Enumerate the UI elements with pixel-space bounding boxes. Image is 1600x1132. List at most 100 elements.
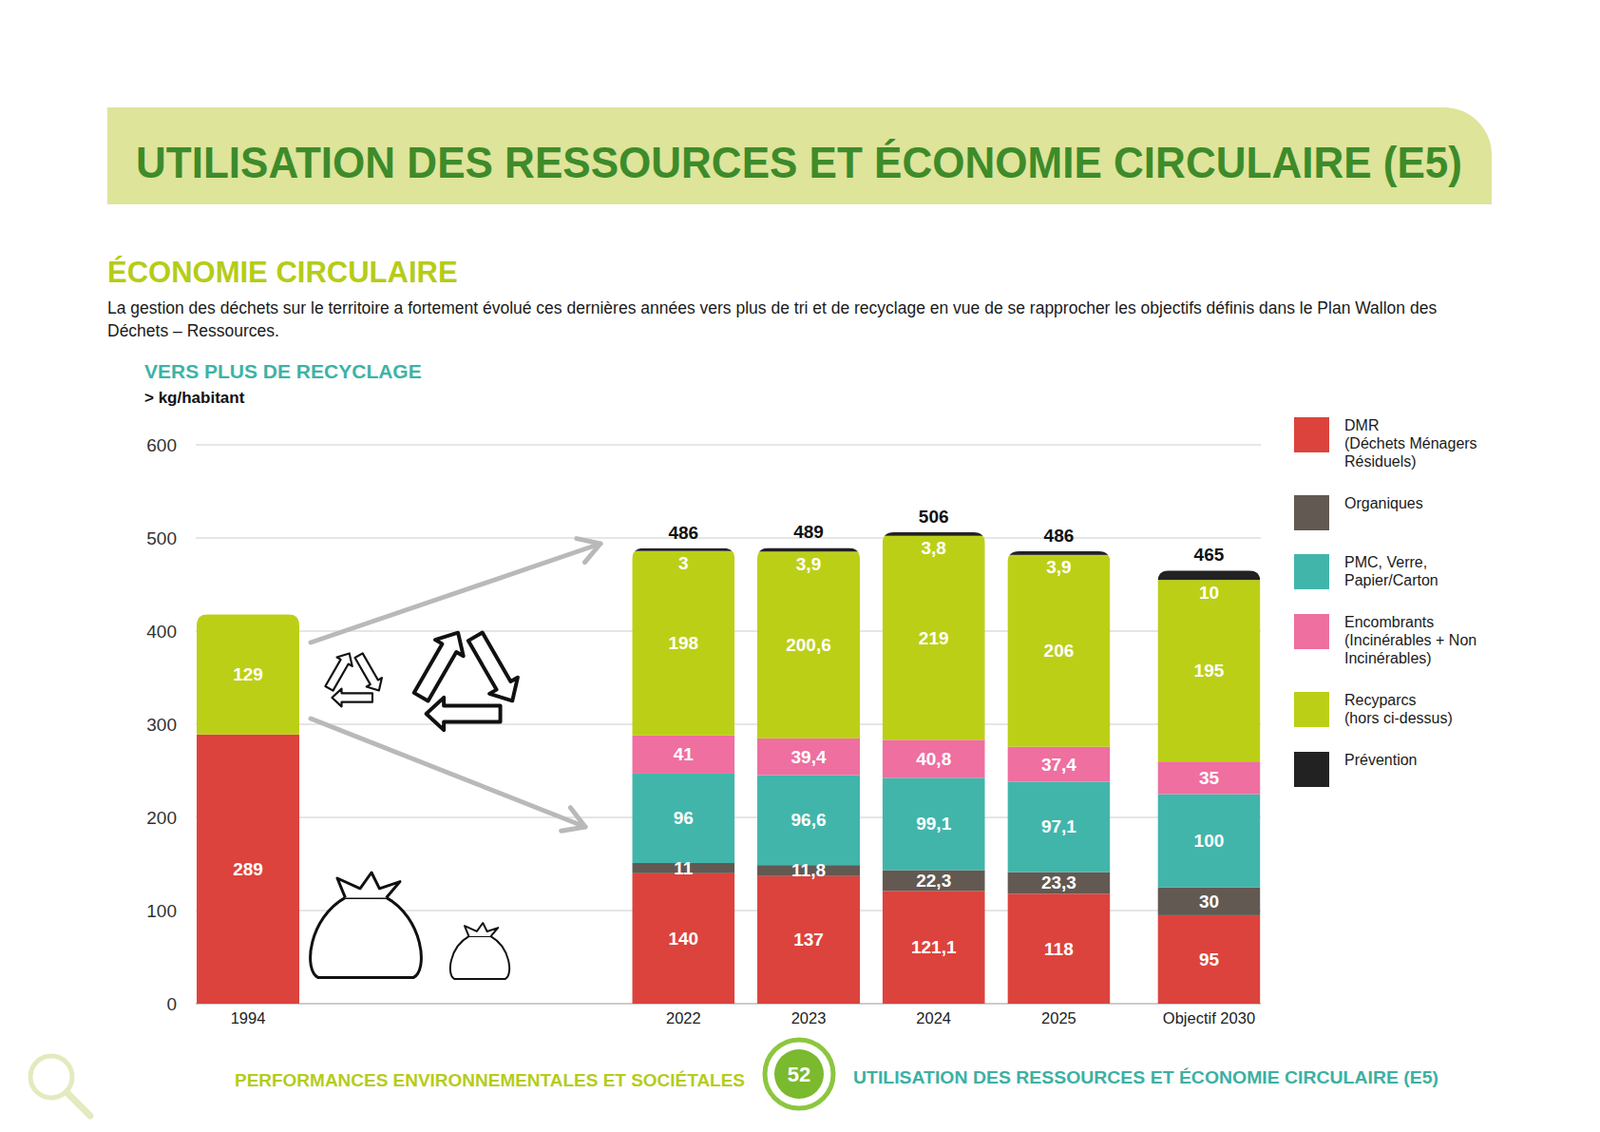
arrow — [310, 543, 601, 643]
total-label: 486 — [1044, 525, 1075, 546]
data-label: 100 — [1194, 830, 1225, 851]
data-label: 3 — [678, 552, 689, 573]
recycle-arrow — [324, 652, 352, 690]
x-tick-label: 2025 — [1041, 1009, 1077, 1027]
recycle-arrow — [426, 697, 501, 730]
data-label: 30 — [1199, 891, 1220, 912]
data-label: 10 — [1199, 582, 1220, 603]
data-label: 95 — [1199, 949, 1220, 970]
data-label: 35 — [1199, 767, 1220, 788]
data-label: 219 — [918, 628, 950, 648]
data-label: 39,4 — [791, 746, 827, 767]
y-tick-label: 100 — [146, 900, 177, 921]
legend-swatch — [1294, 613, 1330, 649]
data-label: 206 — [1044, 640, 1075, 661]
data-label: 97,1 — [1041, 816, 1077, 837]
bar-segment — [631, 773, 735, 863]
chart-title: VERS PLUS DE RECYCLAGE — [144, 360, 422, 382]
bar-segment — [1007, 872, 1110, 895]
legend-label-line: (hors ci-dessus) — [1344, 709, 1453, 726]
bar-segment — [882, 777, 986, 870]
x-tick-label: 1994 — [230, 1009, 267, 1027]
legend-label-line: PMC, Verre, — [1344, 553, 1428, 571]
y-tick-label: 400 — [146, 621, 177, 642]
legend-swatch — [1294, 691, 1330, 727]
legend-label-line: Prévention — [1344, 751, 1418, 768]
header-band — [107, 107, 1492, 205]
bar-segment — [757, 547, 860, 552]
section-text-line: La gestion des déchets sur le territoire… — [107, 298, 1437, 318]
bar-segment — [1157, 914, 1260, 1004]
x-tick-label: 2022 — [666, 1009, 702, 1027]
data-label: 96,6 — [791, 809, 827, 830]
footer-left: PERFORMANCES ENVIRONNEMENTALES ET SOCIÉT… — [234, 1069, 745, 1090]
legend-swatch — [1294, 751, 1330, 787]
recycle-arrow — [355, 652, 382, 690]
data-label: 99,1 — [915, 813, 952, 834]
bag-knot — [337, 872, 400, 897]
legend-label-line: Incinérables) — [1344, 649, 1432, 667]
decorations — [310, 538, 601, 979]
total-label: 506 — [918, 506, 950, 527]
bar-segment — [757, 876, 860, 1004]
total-label: 489 — [793, 521, 824, 542]
data-label: 3,8 — [921, 537, 947, 558]
data-label: 200,6 — [785, 634, 832, 655]
arrow-head — [576, 538, 601, 563]
bar-stack — [1007, 551, 1110, 1004]
legend-label-line: Encombrants — [1344, 613, 1434, 630]
data-label: 41 — [673, 743, 695, 764]
section-text: La gestion des déchets sur le territoire… — [107, 298, 1437, 341]
grid-line — [195, 444, 1261, 446]
data-label: 198 — [667, 632, 699, 653]
bag-body — [310, 896, 422, 977]
bar-segment — [882, 739, 986, 778]
bar-segment — [631, 548, 735, 552]
data-label: 289 — [232, 858, 264, 879]
footer-icon-handle — [66, 1091, 91, 1116]
bar-segment — [1157, 761, 1260, 794]
total-label: 486 — [667, 522, 699, 543]
legend-label: Recyparcs(hors ci-dessus) — [1344, 691, 1453, 726]
x-tick-label: 2023 — [791, 1009, 827, 1027]
bar-segment — [882, 535, 986, 741]
recycle-arrow — [414, 632, 464, 702]
data-label: 118 — [1044, 938, 1074, 959]
bar-segment — [1007, 893, 1110, 1004]
y-tick-label: 500 — [146, 528, 177, 549]
legend-label: Prévention — [1344, 751, 1418, 768]
x-tick-label: 2024 — [915, 1009, 952, 1027]
bar-stack — [631, 548, 735, 1004]
bar-segment — [757, 775, 860, 866]
bar-segment — [1157, 794, 1260, 888]
bar-segment — [882, 890, 986, 1004]
data-label: 140 — [667, 928, 699, 949]
bag-knot — [464, 922, 498, 936]
page-number: 52 — [787, 1062, 811, 1086]
bar-segment — [196, 734, 300, 1004]
data-label: 11,8 — [791, 859, 826, 880]
header-title: UTILISATION DES RESSOURCES ET ÉCONOMIE C… — [135, 137, 1463, 188]
bar-segment — [1157, 570, 1260, 580]
bar-segment — [1007, 746, 1110, 782]
bar-stack — [196, 613, 300, 1004]
legend-swatch — [1294, 417, 1330, 453]
legend-label: PMC, Verre,Papier/Carton — [1344, 553, 1439, 589]
y-tick-label: 200 — [146, 807, 177, 828]
legend-label-line: Organiques — [1344, 495, 1424, 512]
data-label: 137 — [793, 929, 824, 950]
data-label: 37,4 — [1041, 754, 1077, 775]
bar-segment — [631, 735, 735, 774]
y-tick-label: 0 — [166, 993, 177, 1014]
bar-segment — [757, 738, 860, 776]
bars — [196, 532, 1260, 1004]
data-label: 3,9 — [796, 553, 821, 574]
footer-right: UTILISATION DES RESSOURCES ET ÉCONOMIE C… — [853, 1066, 1439, 1087]
bar-segment — [631, 873, 735, 1004]
data-label: 195 — [1194, 660, 1225, 681]
x-tick-label: Objectif 2030 — [1162, 1009, 1256, 1027]
chart-subtitle: > kg/habitant — [144, 388, 246, 407]
bar-segment — [631, 551, 735, 736]
total-label: 465 — [1194, 544, 1225, 565]
legend-label: Encombrants(Incinérables + NonIncinérabl… — [1344, 613, 1477, 667]
